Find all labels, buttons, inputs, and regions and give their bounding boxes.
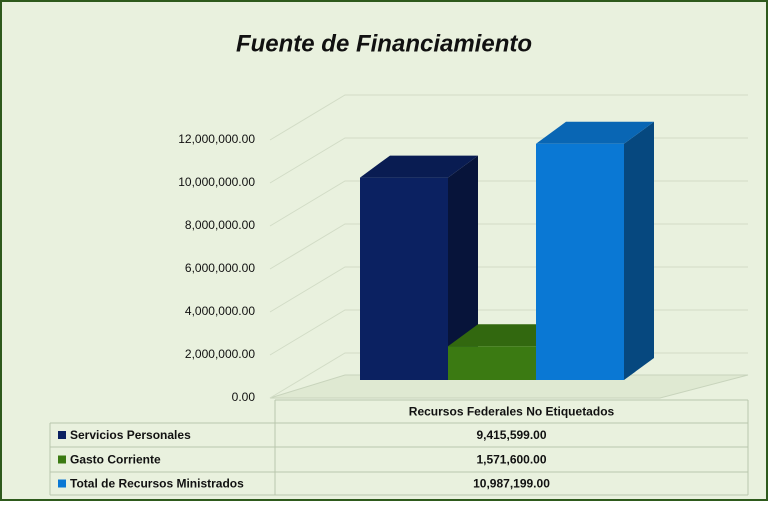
y-tick-label: 0.00 [232,390,256,404]
legend-label: Total de Recursos Ministrados [70,477,244,491]
bar-front [448,346,536,380]
y-tick-label: 8,000,000.00 [185,218,255,232]
legend-swatch [58,479,66,488]
floor [269,374,749,399]
bar [360,155,478,380]
bar-side [624,121,654,381]
legend-swatch [58,455,66,464]
bar-front [360,177,448,380]
bar-front [536,143,624,380]
bar [536,121,654,381]
bar-top [360,155,478,178]
legend-label: Gasto Corriente [70,453,161,467]
bar-top [536,121,654,144]
chart-title: Fuente de Financiamiento [236,30,532,57]
legend-label: Servicios Personales [70,428,191,442]
bar-side [448,155,478,380]
value-label: 1,571,600.00 [476,453,546,467]
category-label: Recursos Federales No Etiquetados [409,405,615,419]
legend-swatch [58,431,66,439]
y-tick-label: 4,000,000.00 [185,304,255,318]
y-tick-label: 2,000,000.00 [185,347,255,361]
y-tick-label: 6,000,000.00 [185,261,255,275]
value-label: 9,415,599.00 [476,428,546,442]
grid-line [269,94,748,141]
value-label: 10,987,199.00 [473,477,550,491]
y-tick-label: 10,000,000.00 [178,175,255,189]
y-tick-label: 12,000,000.00 [178,132,255,146]
